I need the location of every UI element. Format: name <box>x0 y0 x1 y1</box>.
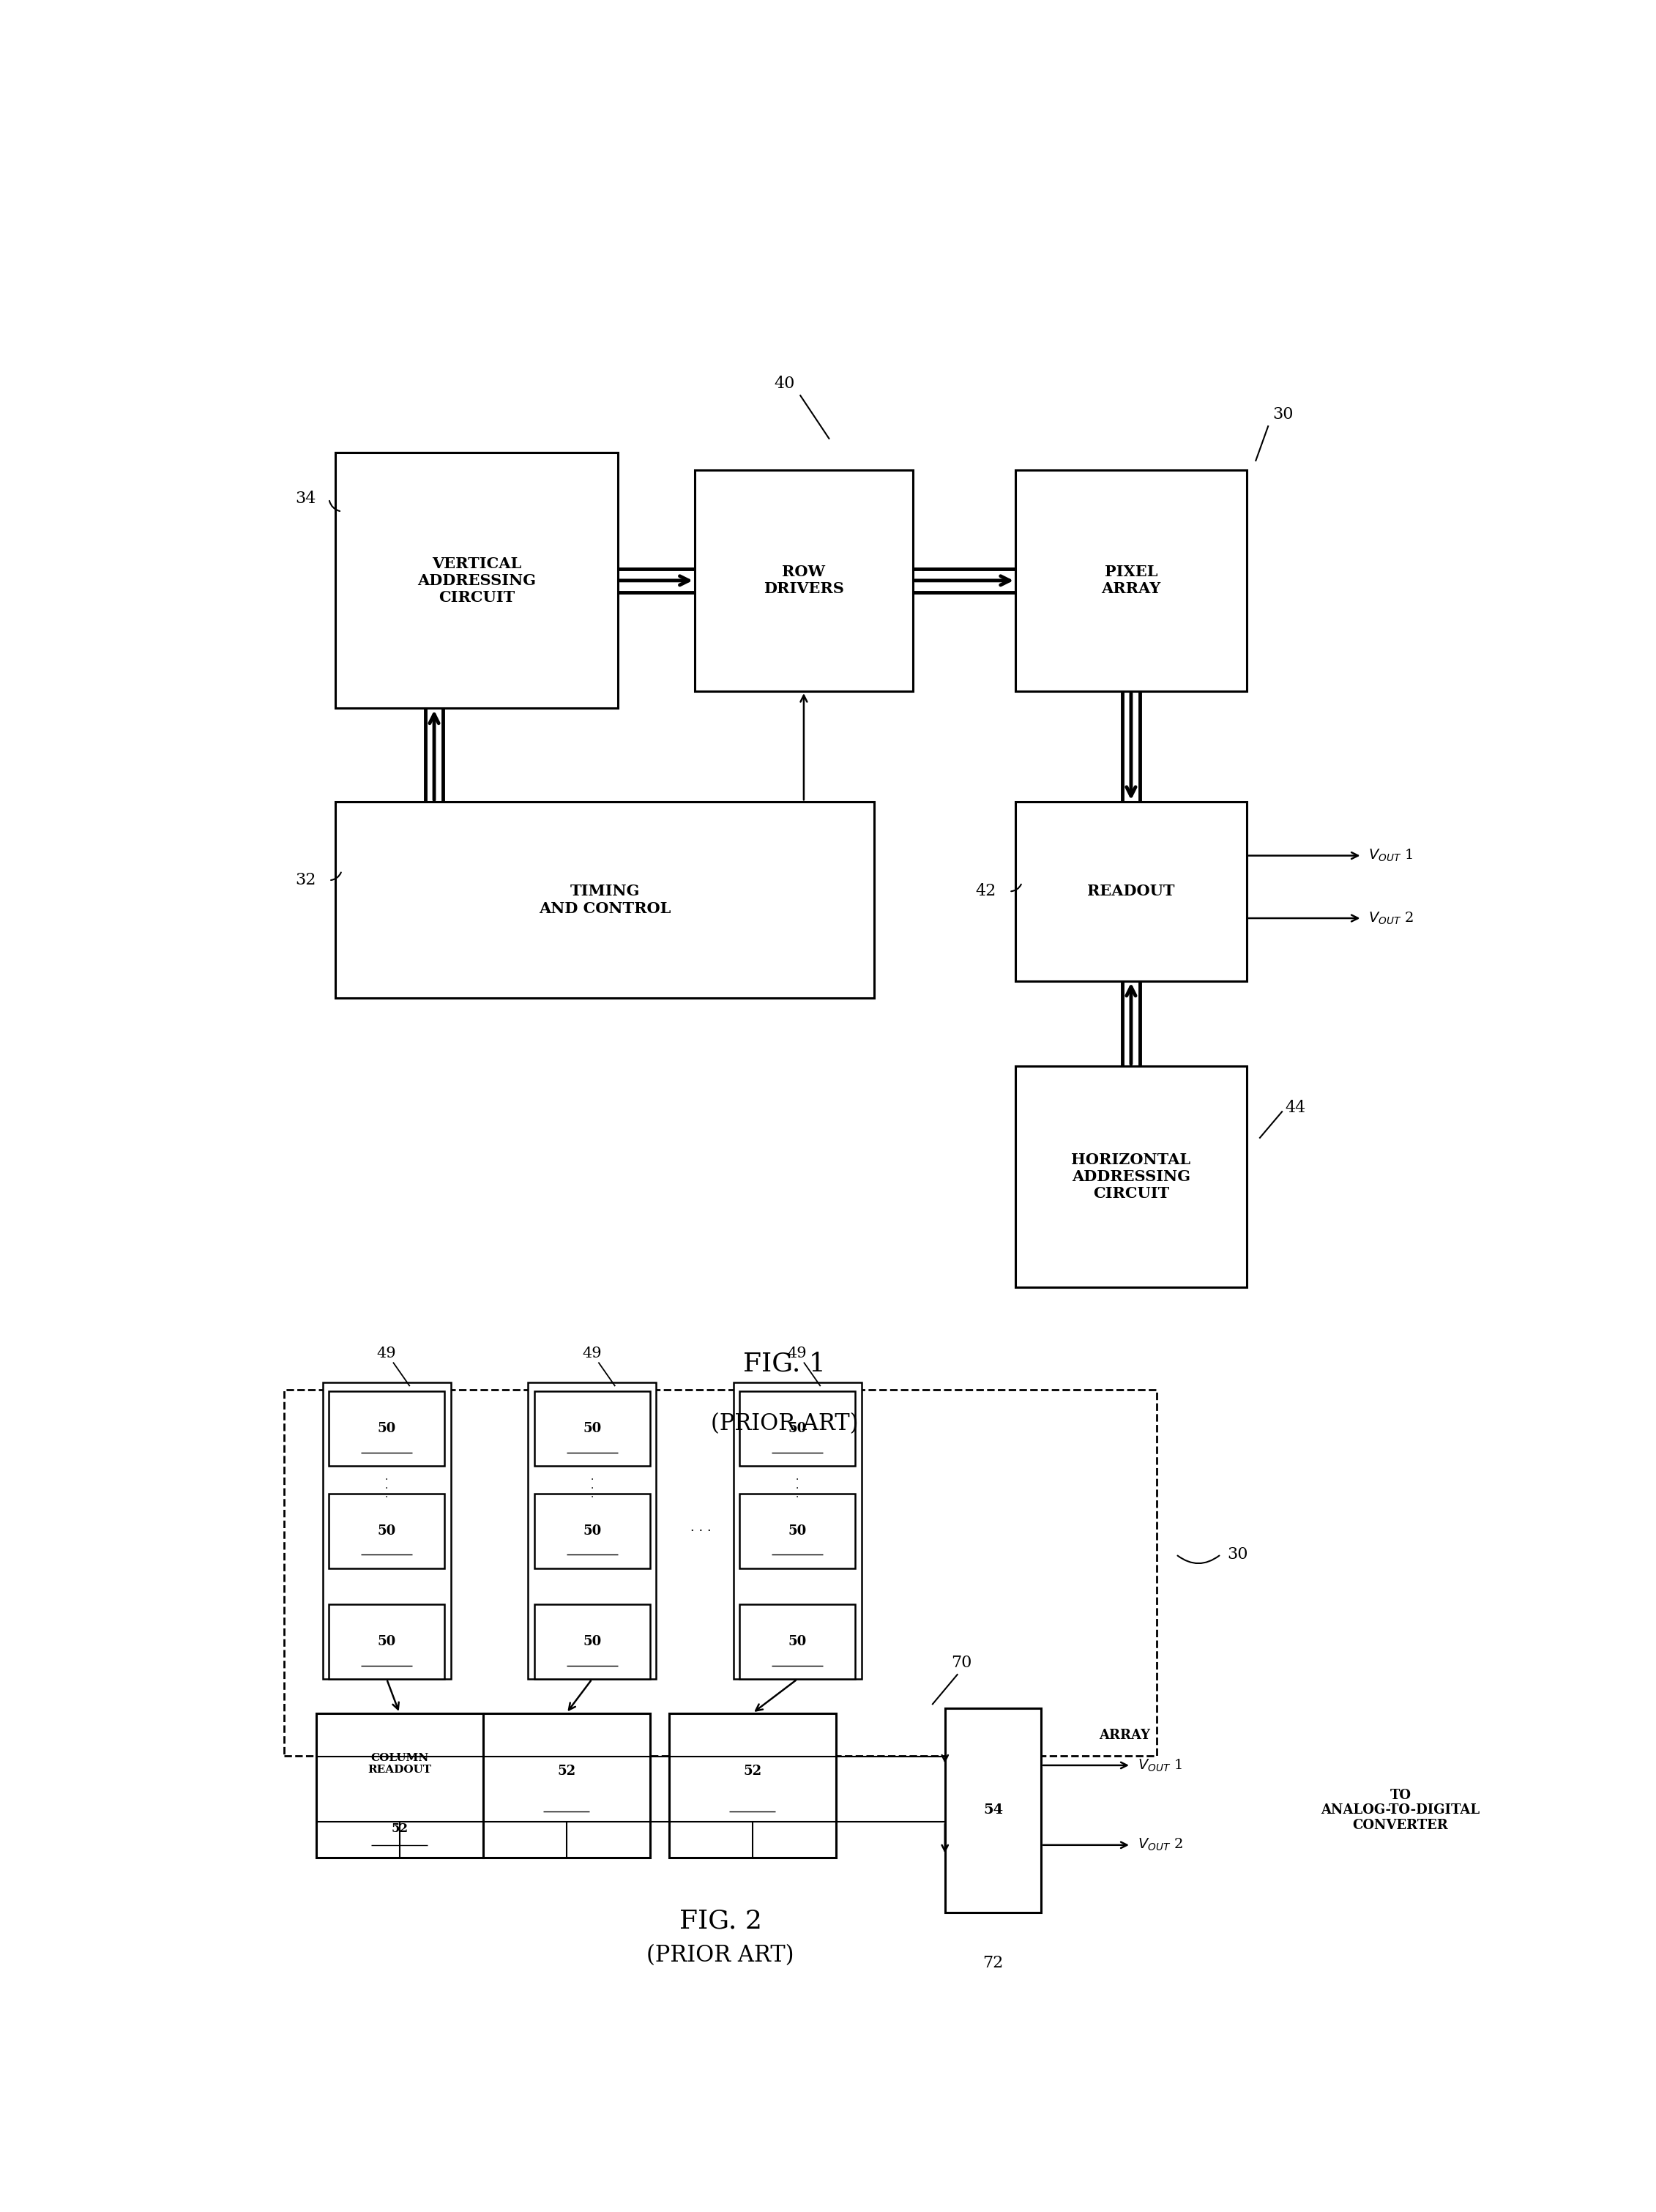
Text: 49: 49 <box>378 1347 396 1360</box>
Text: 30: 30 <box>1272 407 1293 422</box>
Text: PIXEL
ARRAY: PIXEL ARRAY <box>1101 564 1161 597</box>
FancyBboxPatch shape <box>535 1604 649 1679</box>
Text: 50: 50 <box>788 1635 806 1648</box>
Text: ·
·
·: · · · <box>591 1475 593 1502</box>
Text: READOUT: READOUT <box>1088 885 1174 898</box>
Text: FIG. 2: FIG. 2 <box>679 1909 762 1933</box>
Text: 52: 52 <box>744 1765 762 1778</box>
Text: $\mathit{V}_{OUT}$ 2: $\mathit{V}_{OUT}$ 2 <box>1368 911 1414 927</box>
Text: 32: 32 <box>295 872 316 889</box>
Text: 34: 34 <box>295 491 316 507</box>
Text: 50: 50 <box>583 1635 601 1648</box>
Text: 52: 52 <box>556 1765 576 1778</box>
Text: (PRIOR ART): (PRIOR ART) <box>646 1944 795 1966</box>
FancyBboxPatch shape <box>740 1604 854 1679</box>
Text: TO
ANALOG-TO-DIGITAL
CONVERTER: TO ANALOG-TO-DIGITAL CONVERTER <box>1321 1790 1480 1832</box>
FancyBboxPatch shape <box>335 453 618 708</box>
FancyBboxPatch shape <box>330 1604 444 1679</box>
FancyBboxPatch shape <box>535 1391 649 1467</box>
FancyBboxPatch shape <box>740 1391 854 1467</box>
FancyBboxPatch shape <box>323 1382 450 1679</box>
Text: ·
·
·: · · · <box>797 1475 798 1502</box>
FancyBboxPatch shape <box>528 1382 656 1679</box>
FancyBboxPatch shape <box>484 1712 649 1858</box>
Text: 72: 72 <box>982 1955 1004 1971</box>
Text: 50: 50 <box>788 1422 806 1436</box>
FancyBboxPatch shape <box>1015 803 1247 980</box>
Text: $\mathit{V}_{OUT}$ 1: $\mathit{V}_{OUT}$ 1 <box>1138 1759 1182 1774</box>
Text: 49: 49 <box>788 1347 806 1360</box>
Text: 50: 50 <box>583 1524 601 1537</box>
FancyBboxPatch shape <box>330 1391 444 1467</box>
Text: VERTICAL
ADDRESSING
CIRCUIT: VERTICAL ADDRESSING CIRCUIT <box>417 555 537 604</box>
Text: (PRIOR ART): (PRIOR ART) <box>710 1411 858 1436</box>
Text: $\mathit{V}_{OUT}$ 1: $\mathit{V}_{OUT}$ 1 <box>1368 847 1413 863</box>
Text: ·
·
·: · · · <box>386 1475 388 1502</box>
FancyBboxPatch shape <box>669 1712 836 1858</box>
FancyBboxPatch shape <box>535 1493 649 1568</box>
FancyBboxPatch shape <box>734 1382 861 1679</box>
Text: ROW
DRIVERS: ROW DRIVERS <box>763 564 845 597</box>
FancyBboxPatch shape <box>285 1389 1156 1756</box>
Text: FIG. 1: FIG. 1 <box>744 1352 826 1376</box>
FancyBboxPatch shape <box>946 1708 1042 1913</box>
FancyBboxPatch shape <box>335 803 874 998</box>
FancyBboxPatch shape <box>696 469 912 690</box>
Text: 50: 50 <box>378 1422 396 1436</box>
Text: 42: 42 <box>975 883 997 900</box>
FancyBboxPatch shape <box>740 1493 854 1568</box>
Text: 50: 50 <box>583 1422 601 1436</box>
Text: 54: 54 <box>984 1803 1004 1816</box>
Text: 70: 70 <box>951 1655 972 1670</box>
Text: 50: 50 <box>378 1524 396 1537</box>
Text: 40: 40 <box>773 376 795 392</box>
Text: COLUMN
READOUT: COLUMN READOUT <box>368 1752 432 1774</box>
FancyBboxPatch shape <box>1015 1066 1247 1287</box>
FancyBboxPatch shape <box>330 1493 444 1568</box>
FancyBboxPatch shape <box>316 1712 484 1858</box>
Text: · · ·: · · · <box>691 1524 712 1537</box>
Text: 30: 30 <box>1227 1546 1249 1562</box>
Text: TIMING
AND CONTROL: TIMING AND CONTROL <box>538 885 671 916</box>
Text: ARRAY: ARRAY <box>1100 1730 1151 1743</box>
Text: 50: 50 <box>378 1635 396 1648</box>
Text: 44: 44 <box>1285 1099 1305 1115</box>
Text: $\mathit{V}_{OUT}$ 2: $\mathit{V}_{OUT}$ 2 <box>1138 1838 1182 1854</box>
FancyBboxPatch shape <box>1015 469 1247 690</box>
Text: 50: 50 <box>788 1524 806 1537</box>
Text: 52: 52 <box>391 1823 407 1836</box>
Text: 49: 49 <box>583 1347 601 1360</box>
Text: HORIZONTAL
ADDRESSING
CIRCUIT: HORIZONTAL ADDRESSING CIRCUIT <box>1071 1152 1191 1201</box>
